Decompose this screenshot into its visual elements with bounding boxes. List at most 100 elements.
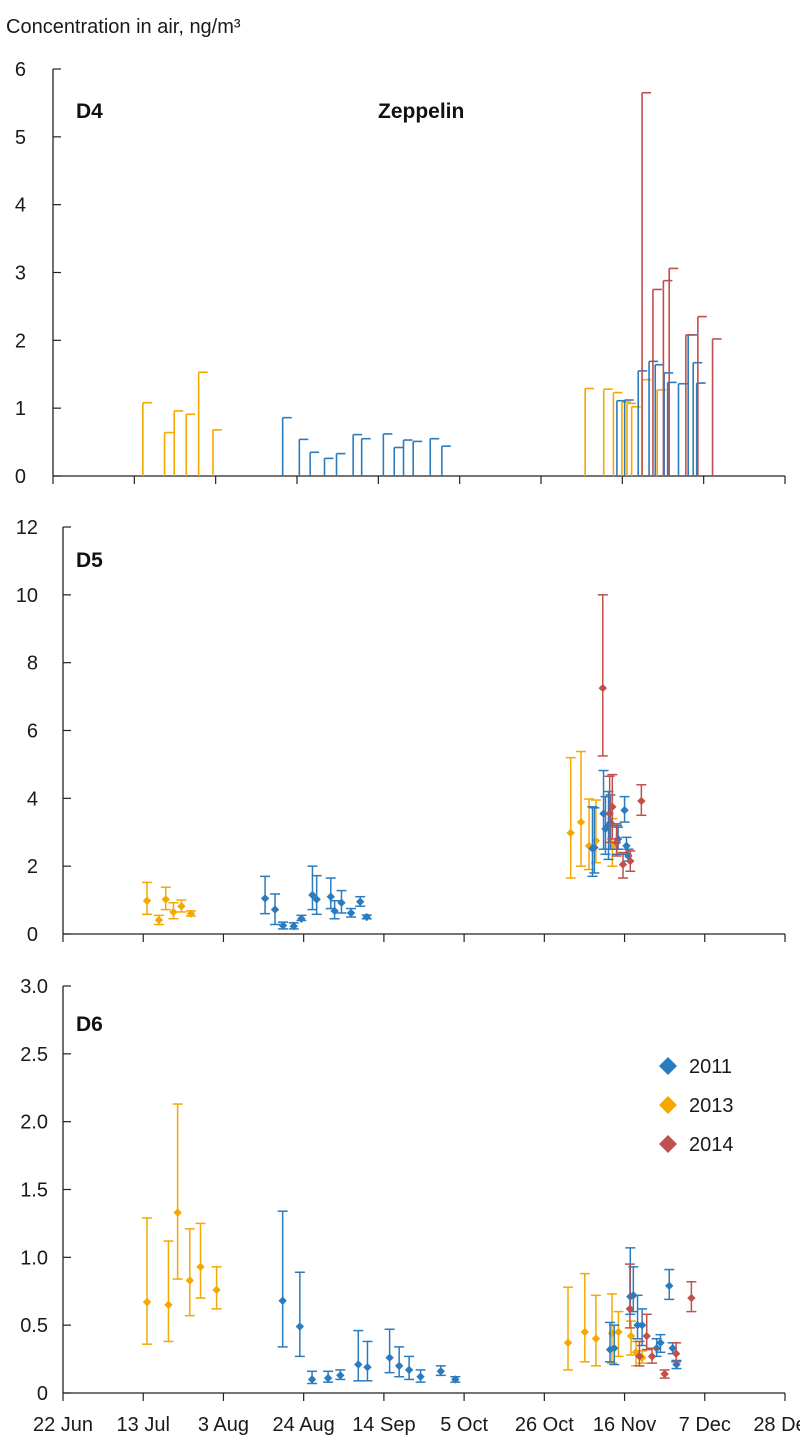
data-point-2011 — [355, 895, 366, 907]
error-bar-2014 — [697, 315, 707, 476]
error-bar-2011 — [441, 445, 451, 476]
data-point-2013 — [172, 1103, 183, 1280]
y-tick-label: 0 — [15, 466, 26, 488]
data-point-2014 — [634, 1340, 645, 1367]
data-point-2014 — [597, 594, 608, 757]
y-tick-label: 4 — [27, 788, 38, 810]
y-tick-label: 3.0 — [20, 976, 48, 998]
error-bar-2013 — [621, 401, 631, 476]
y-tick-label: 2.5 — [20, 1044, 48, 1066]
data-point-2011 — [335, 1369, 346, 1381]
data-point-2013 — [613, 1310, 624, 1358]
legend-marker-2014 — [659, 1135, 677, 1153]
data-point-2011 — [307, 865, 318, 911]
panel-d4: D4 Zeppelin 0 1 2 3 4 5 6 — [15, 59, 786, 488]
error-bar-2013 — [626, 402, 636, 476]
y-tick-label: 0 — [37, 1383, 48, 1405]
error-bar-2013 — [602, 388, 613, 476]
y-tick-label: 10 — [16, 585, 38, 607]
y-tick-label: 12 — [16, 517, 38, 539]
data-point-2013 — [142, 1217, 153, 1345]
legend-marker-2013 — [659, 1096, 677, 1114]
y-tick-label: 8 — [27, 653, 38, 675]
data-point-2014 — [611, 823, 622, 857]
data-point-2014 — [659, 1369, 670, 1379]
data-point-2011 — [329, 900, 340, 920]
data-point-2011 — [609, 1324, 620, 1366]
data-point-2013 — [579, 1272, 590, 1363]
data-point-2011 — [394, 1346, 405, 1378]
data-point-2014 — [624, 1263, 635, 1329]
error-bar-2011 — [281, 416, 292, 476]
data-point-2014 — [625, 850, 636, 873]
legend-entry-2013: 2013 — [659, 1095, 734, 1117]
error-bar-2011 — [412, 440, 423, 476]
data-point-2014 — [671, 1342, 682, 1363]
panel-d6: D6 0 0.5 1.0 1.5 2.0 2.5 3.0 — [20, 976, 786, 1405]
data-point-2013 — [576, 750, 587, 867]
y-tick-label: 1 — [15, 398, 26, 420]
data-point-2011 — [294, 1271, 305, 1358]
data-point-2011 — [598, 769, 609, 850]
data-point-2013 — [606, 1293, 617, 1364]
data-point-2013 — [590, 1294, 601, 1367]
legend-entry-2011: 2011 — [659, 1056, 732, 1078]
data-point-2011 — [655, 1333, 666, 1354]
y-tick-label: 2 — [15, 330, 26, 352]
x-tick-labels: 22 Jun 13 Jul 3 Aug 24 Aug 14 Sep 5 Oct 26 Oct… — [33, 1414, 800, 1436]
x-tick-label: 28 Dec — [753, 1414, 800, 1436]
data-point-2014 — [618, 851, 629, 879]
panel-label-d6: D6 — [76, 1013, 103, 1036]
data-point-2011 — [361, 912, 372, 922]
data-point-2011 — [270, 893, 281, 926]
legend: 2011 2013 2014 — [659, 1056, 734, 1156]
error-bar-2013 — [163, 431, 174, 476]
y-tick-label: 5 — [15, 127, 26, 149]
error-bar-2014 — [641, 91, 652, 476]
error-bar-2013 — [212, 429, 222, 476]
legend-label-2011: 2011 — [689, 1056, 732, 1078]
data-point-2014 — [607, 773, 618, 840]
error-bar-2014 — [668, 267, 679, 476]
error-bar-2011 — [623, 399, 634, 476]
panel-d5: D5 0 2 4 6 8 10 12 — [16, 517, 786, 946]
legend-label-2013: 2013 — [689, 1095, 734, 1117]
legend-label-2014: 2014 — [689, 1134, 734, 1156]
y-tick-label: 1.0 — [20, 1247, 48, 1269]
data-point-2011 — [260, 875, 271, 915]
error-bar-2013 — [584, 387, 595, 476]
error-bar-2014 — [662, 279, 673, 476]
error-bar-2011 — [352, 433, 363, 476]
data-point-2013 — [160, 886, 171, 911]
error-bar-2013 — [142, 401, 152, 476]
error-bar-2013 — [612, 391, 623, 476]
error-bar-2013 — [173, 410, 184, 476]
data-point-2011 — [362, 1340, 373, 1382]
error-bar-2013 — [185, 413, 196, 476]
data-point-2013 — [626, 1320, 637, 1356]
error-bar-2011 — [298, 438, 309, 476]
error-bar-2011 — [309, 451, 320, 476]
x-tick-label: 16 Nov — [593, 1414, 656, 1436]
data-point-2011 — [278, 921, 289, 930]
data-point-2011 — [384, 1328, 395, 1374]
legend-entry-2014: 2014 — [659, 1134, 734, 1156]
y-axis-title: Concentration in air, ng/m³ — [6, 16, 241, 38]
x-tick-label: 3 Aug — [198, 1414, 249, 1436]
y-tick-label: 0.5 — [20, 1315, 48, 1337]
x-tick-label: 14 Sep — [352, 1414, 415, 1436]
data-point-2011 — [619, 795, 630, 823]
error-bar-2011 — [335, 452, 346, 476]
error-bar-2014 — [711, 338, 722, 476]
data-point-2011 — [589, 807, 600, 874]
error-bar-2013 — [197, 371, 208, 476]
data-point-2011 — [404, 1355, 415, 1381]
data-point-2011 — [296, 914, 307, 923]
data-point-2011 — [346, 907, 357, 918]
data-point-2014 — [686, 1281, 697, 1313]
data-point-2011 — [288, 921, 299, 931]
data-point-2013 — [176, 899, 187, 913]
data-point-2011 — [336, 889, 347, 914]
x-tick-label: 24 Aug — [273, 1414, 335, 1436]
data-point-2013 — [185, 909, 196, 918]
